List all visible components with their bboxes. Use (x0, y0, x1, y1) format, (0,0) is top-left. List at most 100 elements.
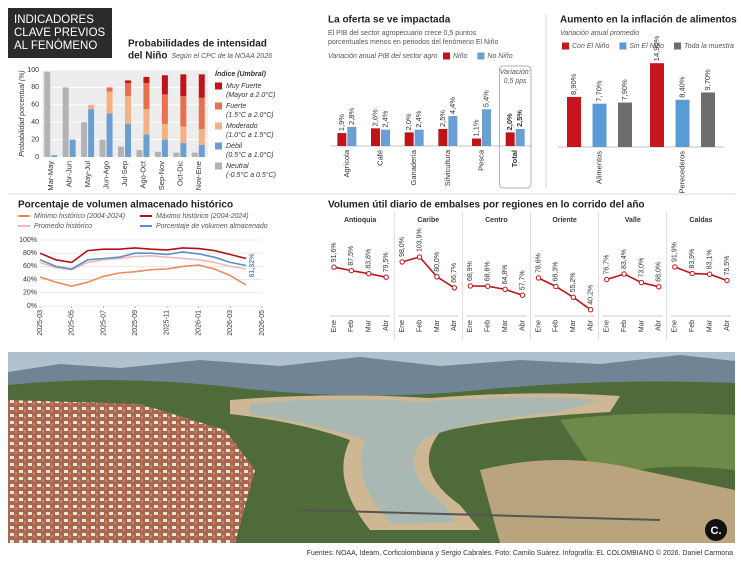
y-tick-label: 20 (31, 136, 39, 143)
chart-title: La oferta se ve impactada (328, 15, 451, 26)
legend-swatch (674, 42, 681, 50)
x-tick-label: Mar (570, 319, 577, 332)
x-tick-label: Abr (383, 319, 390, 331)
y-tick-label: 100 (27, 67, 39, 74)
bar-segment (125, 83, 131, 97)
value-label: 2,5% (515, 110, 524, 127)
x-tick-label: Abr (451, 319, 458, 331)
bar-segment (161, 75, 168, 95)
y-tick-label: 40% (23, 276, 37, 283)
legend-label: (1.0°C a 1.5°C) (226, 131, 274, 139)
value-label: 83,4% (621, 249, 628, 269)
bar-segment (125, 96, 131, 124)
x-tick-label: May-Jul (83, 161, 92, 188)
bar-segment (106, 87, 113, 92)
y-tick-label: 80 (31, 84, 39, 91)
bar-segment (106, 91, 113, 114)
value-label: 98,0% (399, 237, 406, 257)
x-tick-label: Nov-Ene (194, 161, 203, 190)
header-title: AL FENÓMENO (14, 39, 97, 52)
logo: C. (711, 525, 722, 537)
value-label: 87,5% (348, 246, 355, 266)
marker (638, 279, 645, 286)
header-title: CLAVE PREVIOS (14, 27, 106, 39)
x-tick-label: Alimentos (594, 151, 603, 184)
x-tick-label: 2025-09 (132, 310, 139, 336)
bar (567, 96, 581, 147)
bar (99, 139, 106, 157)
panel-title: Caribe (417, 217, 439, 224)
marker (416, 254, 423, 260)
x-tick-label: Mar (366, 319, 373, 332)
value-label: 66,7% (451, 263, 458, 283)
value-label: 68,3% (553, 262, 560, 282)
bar-segment (161, 139, 168, 157)
x-tick-label: Mar (434, 319, 441, 332)
line (674, 266, 728, 282)
bar (337, 133, 347, 146)
bar (505, 132, 515, 146)
chart-subtitle: Según el CPC de la NOAA 2026 (171, 53, 272, 60)
header-box (8, 8, 112, 58)
bar-segment (198, 129, 205, 145)
annotation: 0,5 pps (504, 78, 527, 85)
legend-label: Neutral (226, 163, 249, 170)
line (401, 256, 455, 289)
line (39, 254, 247, 271)
x-tick-label: Abr (724, 319, 731, 331)
marker (399, 259, 405, 265)
bar (118, 146, 124, 157)
value-label: 80,0% (434, 252, 441, 272)
line (39, 264, 247, 288)
marker (366, 270, 372, 277)
legend-swatch (215, 102, 222, 110)
y-tick-label: 80% (23, 250, 37, 257)
value-label: 2,0% (505, 113, 514, 130)
x-tick-label: Mar (638, 319, 645, 332)
legend-label: Muy Fuerte (226, 83, 262, 90)
x-tick-label: Abr (519, 319, 526, 331)
x-tick-label: 2025-07 (100, 310, 107, 336)
value-label: 83,8% (366, 249, 373, 269)
bar (381, 129, 390, 146)
bar-segment (143, 83, 150, 110)
x-tick-label: Ene (604, 320, 611, 333)
bar-segment (143, 76, 150, 84)
legend-swatch (477, 52, 485, 60)
x-tick-label: Feb (621, 320, 628, 332)
x-tick-label: Feb (485, 320, 492, 332)
x-tick-label: 2026-03 (227, 310, 234, 336)
value-label: 79,5% (383, 252, 390, 272)
x-tick-label: Ganadería (409, 149, 418, 185)
legend-label: Porcentaje de volumen almacenado (156, 223, 268, 230)
chart-subtitle: Variación anual promedio (560, 30, 639, 37)
highlight-box (498, 65, 532, 189)
marker (485, 283, 491, 289)
marker (724, 277, 730, 284)
bar (62, 87, 69, 157)
line (39, 247, 247, 264)
x-tick-label: Mar (706, 319, 713, 332)
value-label: 1,1% (471, 119, 480, 136)
legend-swatch (562, 42, 569, 50)
marker (706, 271, 713, 277)
value-label: 64,8% (502, 265, 509, 285)
bar (448, 116, 458, 146)
bar (136, 150, 143, 157)
x-tick-label: Jul-Sep (120, 161, 129, 186)
x-tick-label: Ene (535, 320, 542, 333)
legend-label: Niño (453, 53, 468, 60)
bar-segment (161, 94, 168, 124)
bar (404, 132, 414, 146)
value-label: 2,4% (380, 110, 389, 127)
bar-segment (88, 104, 95, 110)
value-label: 57,7% (519, 270, 526, 290)
x-tick-label: Jun-Ago (102, 161, 111, 189)
marker (621, 271, 627, 277)
value-label: 68,6% (485, 261, 492, 281)
marker (535, 275, 542, 281)
value-label: 61,32% (249, 253, 256, 278)
marker (451, 285, 458, 291)
annotation: Variación: (500, 69, 531, 76)
